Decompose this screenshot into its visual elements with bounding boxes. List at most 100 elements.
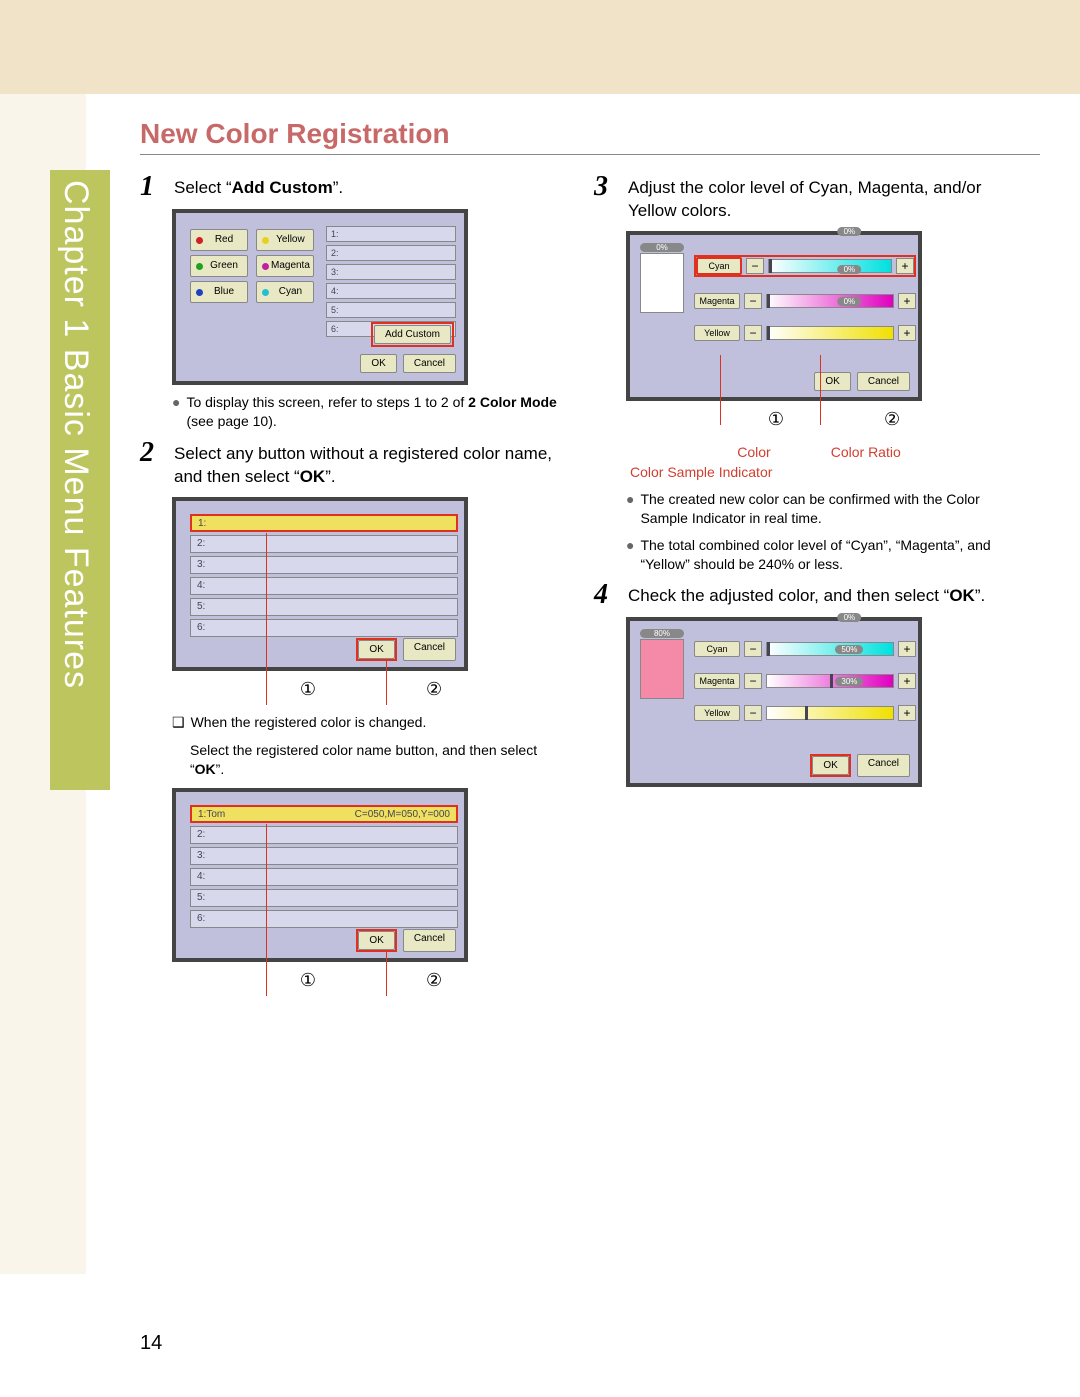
yellow-label[interactable]: Yellow [694, 705, 740, 721]
cancel-button[interactable]: Cancel [403, 638, 456, 661]
custom-slot[interactable]: 6: [190, 910, 458, 928]
yellow-pct-badge: 0% [838, 297, 862, 306]
cyan-slider[interactable] [768, 259, 892, 273]
custom-slot[interactable]: 4: [326, 283, 456, 299]
cancel-button[interactable]: Cancel [403, 929, 456, 952]
color-btn-yellow[interactable]: Yellow [256, 229, 314, 251]
callout-line-2 [386, 952, 387, 996]
left-column: 1 Select “Add Custom”. Red Yellow Green … [140, 173, 570, 1005]
minus-button[interactable]: − [746, 258, 764, 274]
ok-button[interactable]: OK [812, 756, 848, 775]
custom-slot-selected[interactable]: 1:Tom C=050,M=050,Y=000 [190, 805, 458, 823]
minus-button[interactable]: − [744, 673, 762, 689]
custom-slot[interactable]: 6: [190, 619, 458, 637]
yellow-pct-badge: 30% [835, 677, 863, 686]
page-number: 14 [140, 1332, 162, 1355]
yellow-label[interactable]: Yellow [694, 325, 740, 341]
custom-slot[interactable]: 5: [190, 598, 458, 616]
custom-slot[interactable]: 2: [190, 826, 458, 844]
step-1: 1 Select “Add Custom”. [140, 173, 570, 201]
magenta-pct-badge: 0% [838, 265, 862, 274]
ok-button[interactable]: OK [358, 931, 394, 950]
custom-slot[interactable]: 4: [190, 868, 458, 886]
callout-numbers: ① ② [172, 679, 570, 700]
magenta-slider[interactable] [766, 294, 894, 308]
slider-indicator [830, 674, 833, 688]
custom-slot[interactable]: 2: [190, 535, 458, 553]
slider-indicator [767, 294, 770, 308]
color-btn-cyan[interactable]: Cyan [256, 281, 314, 303]
callout-1-icon: ① [768, 409, 784, 430]
cancel-button[interactable]: Cancel [857, 754, 910, 777]
custom-slot[interactable]: 5: [326, 302, 456, 318]
minus-button[interactable]: − [744, 641, 762, 657]
callout-line-1 [266, 824, 267, 996]
minus-button[interactable]: − [744, 325, 762, 341]
ok-button[interactable]: OK [358, 640, 394, 659]
cancel-button[interactable]: Cancel [857, 372, 910, 391]
magenta-slider[interactable] [766, 674, 894, 688]
step-number: 3 [594, 173, 618, 223]
add-custom-button[interactable]: Add Custom [374, 325, 451, 344]
custom-slot[interactable]: 1: [326, 226, 456, 242]
cyan-slider[interactable] [766, 642, 894, 656]
ok-highlight: OK [810, 754, 850, 777]
minus-button[interactable]: − [744, 705, 762, 721]
slot-list: 1:Tom C=050,M=050,Y=000 2: 3: 4: 5: 6: [190, 802, 458, 931]
plus-button[interactable]: + [898, 673, 916, 689]
step-number: 4 [594, 581, 618, 609]
color-btn-magenta[interactable]: Magenta [256, 255, 314, 277]
sample-pct-badge: 80% [640, 629, 684, 638]
dialog-button-row: OK Cancel [356, 929, 456, 952]
slider-indicator [767, 326, 770, 340]
color-btn-red[interactable]: Red [190, 229, 248, 251]
callout-line-1 [266, 533, 267, 705]
yellow-row: Yellow − + [694, 705, 916, 721]
custom-slot[interactable]: 3: [190, 847, 458, 865]
color-btn-green[interactable]: Green [190, 255, 248, 277]
title-rule [140, 154, 1040, 155]
plus-button[interactable]: + [898, 293, 916, 309]
cancel-button[interactable]: Cancel [403, 354, 456, 373]
color-sample-indicator [640, 639, 684, 699]
dialog-button-row: OK Cancel [356, 638, 456, 661]
callout-color-label: Color [737, 444, 770, 460]
callout-numbers: ① ② [172, 970, 570, 991]
top-banner [0, 0, 1080, 94]
screenshot-registered-slot: 1:Tom C=050,M=050,Y=000 2: 3: 4: 5: 6: O… [172, 788, 468, 962]
bullet-icon: ● [172, 393, 180, 431]
yellow-slider[interactable] [766, 326, 894, 340]
callout-1-icon: ① [300, 679, 316, 700]
plus-button[interactable]: + [898, 705, 916, 721]
sub-note-body: Select the registered color name button,… [190, 741, 570, 779]
custom-slot[interactable]: 3: [326, 264, 456, 280]
slider-indicator [805, 706, 808, 720]
minus-button[interactable]: − [744, 293, 762, 309]
slot-list: 1: 2: 3: 4: 5: 6: [190, 511, 458, 640]
magenta-label[interactable]: Magenta [694, 673, 740, 689]
custom-slot[interactable]: 3: [190, 556, 458, 574]
note-total-level: ● The total combined color level of “Cya… [626, 536, 1024, 574]
dialog-button-row: OK Cancel [360, 354, 456, 373]
custom-slot-selected[interactable]: 1: [190, 514, 458, 532]
yellow-slider[interactable] [766, 706, 894, 720]
plus-button[interactable]: + [898, 325, 916, 341]
cyan-label[interactable]: Cyan [696, 257, 742, 275]
ok-button[interactable]: OK [360, 354, 396, 373]
plus-button[interactable]: + [898, 641, 916, 657]
plus-button[interactable]: + [896, 258, 914, 274]
color-btn-blue[interactable]: Blue [190, 281, 248, 303]
cyan-pct-badge: 0% [838, 613, 862, 622]
step-text: Select any button without a registered c… [174, 439, 570, 489]
step-2: 2 Select any button without a registered… [140, 439, 570, 489]
manual-page: Chapter 1 Basic Menu Features New Color … [0, 0, 1080, 1397]
custom-slot[interactable]: 5: [190, 889, 458, 907]
cyan-label[interactable]: Cyan [694, 641, 740, 657]
bullet-icon: ● [626, 536, 634, 574]
step-4: 4 Check the adjusted color, and then sel… [594, 581, 1024, 609]
custom-slot[interactable]: 4: [190, 577, 458, 595]
magenta-label[interactable]: Magenta [694, 293, 740, 309]
magenta-row: Magenta − + [694, 293, 916, 309]
magenta-row: Magenta − + [694, 673, 916, 689]
custom-slot[interactable]: 2: [326, 245, 456, 261]
